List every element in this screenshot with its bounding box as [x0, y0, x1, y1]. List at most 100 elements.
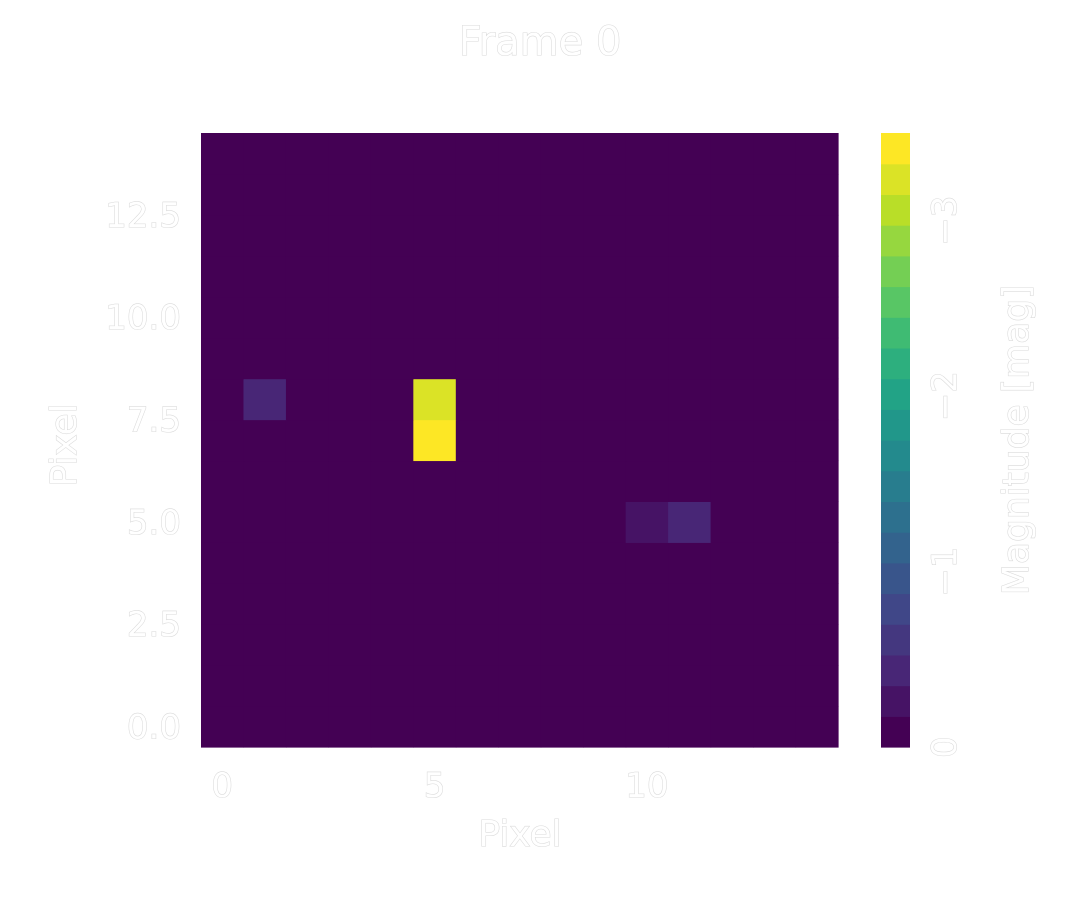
heatmap-cell — [413, 378, 457, 421]
heatmap-cell — [753, 706, 797, 748]
heatmap-cell — [498, 255, 542, 298]
heatmap-cell — [328, 133, 372, 175]
heatmap-cell — [413, 706, 457, 748]
heatmap-cell — [710, 133, 754, 175]
x-axis-ticks: 0 5 10 — [211, 765, 669, 806]
y-tick-label: 7.5 — [127, 401, 181, 441]
heatmap-cell — [668, 173, 712, 216]
heatmap-cell — [285, 214, 329, 257]
heatmap-cell — [285, 419, 329, 462]
heatmap-cell — [710, 173, 754, 216]
heatmap-cell — [455, 583, 499, 625]
heatmap-cell — [625, 501, 669, 543]
heatmap-cell — [668, 501, 712, 543]
heatmap-cell — [328, 583, 372, 625]
colorbar-segment — [881, 378, 910, 410]
colorbar-segment — [881, 317, 910, 349]
heatmap-cell — [710, 255, 754, 298]
heatmap-cell — [370, 583, 414, 625]
heatmap-cell — [413, 665, 457, 707]
heatmap-cell — [285, 583, 329, 625]
colorbar-segment — [881, 286, 910, 318]
colorbar-segment — [881, 624, 910, 656]
heatmap-cell — [625, 133, 669, 175]
heatmap-cell — [710, 501, 754, 543]
heatmap-cell — [498, 419, 542, 462]
colorbar-segment — [881, 255, 910, 288]
colorbar-tick-label: −2 — [925, 371, 965, 421]
heatmap-cell — [243, 665, 287, 707]
heatmap-cell — [540, 173, 584, 216]
heatmap-cell — [498, 337, 542, 380]
heatmap-cell — [540, 583, 584, 625]
heatmap-cell — [625, 255, 669, 298]
heatmap-cell — [710, 378, 754, 421]
heatmap-cell — [795, 255, 839, 298]
heatmap-cell — [583, 173, 627, 216]
colorbar-tick-label: −3 — [925, 196, 965, 246]
heatmap-cell — [285, 624, 329, 666]
heatmap-cell — [753, 542, 797, 584]
y-tick-label: 10.0 — [105, 298, 181, 338]
heatmap-cell — [540, 501, 584, 543]
heatmap-cell — [710, 460, 754, 502]
heatmap-cell — [455, 624, 499, 666]
heatmap-cell — [498, 296, 542, 339]
heatmap-cell — [668, 337, 712, 380]
heatmap-cell — [413, 133, 457, 175]
heatmap-cell — [540, 542, 584, 584]
heatmap-cell — [328, 296, 372, 339]
heatmap-cell — [243, 255, 287, 298]
heatmap-cell — [201, 460, 245, 502]
heatmap-cell — [201, 378, 245, 421]
heatmap-cell — [668, 133, 712, 175]
heatmap-cell — [413, 419, 457, 462]
heatmap-cell — [668, 460, 712, 502]
heatmap-cell — [540, 255, 584, 298]
heatmap-cell — [583, 665, 627, 707]
heatmap-cell — [668, 624, 712, 666]
heatmap-cell — [413, 583, 457, 625]
x-tick-label: 5 — [424, 766, 446, 806]
heatmap-cell — [370, 133, 414, 175]
heatmap-cell — [328, 665, 372, 707]
heatmap-cell — [370, 378, 414, 421]
heatmap-cell — [753, 460, 797, 502]
heatmap-cell — [668, 255, 712, 298]
heatmap-cell — [243, 214, 287, 257]
heatmap-cell — [668, 419, 712, 462]
colorbar-segment — [881, 225, 910, 257]
heatmap-cell — [625, 378, 669, 421]
heatmap-cell — [753, 296, 797, 339]
y-tick-label: 5.0 — [127, 503, 181, 543]
chart-title: Frame 0 — [459, 19, 622, 65]
heatmap-cell — [795, 133, 839, 175]
heatmap-cell — [795, 706, 839, 748]
heatmap-cell — [710, 665, 754, 707]
heatmap-cell — [583, 296, 627, 339]
heatmap-cell — [795, 337, 839, 380]
colorbar-segment — [881, 133, 910, 165]
heatmap-cell — [795, 583, 839, 625]
heatmap-cell — [285, 706, 329, 748]
heatmap-cell — [285, 501, 329, 543]
heatmap-plot-area — [201, 133, 839, 748]
heatmap-cell — [243, 542, 287, 584]
heatmap-cell — [583, 542, 627, 584]
heatmap-cell — [243, 706, 287, 748]
heatmap-cell — [328, 501, 372, 543]
heatmap-cell — [668, 296, 712, 339]
heatmap-cell — [201, 706, 245, 748]
heatmap-cell — [625, 624, 669, 666]
heatmap-cell — [285, 173, 329, 216]
heatmap-cell — [795, 624, 839, 666]
heatmap-cell — [498, 378, 542, 421]
x-tick-label: 10 — [625, 766, 668, 806]
heatmap-cell — [455, 706, 499, 748]
heatmap-cell — [668, 583, 712, 625]
heatmap-cell — [455, 542, 499, 584]
heatmap-cell — [625, 296, 669, 339]
heatmap-cell — [583, 419, 627, 462]
heatmap-cell — [753, 255, 797, 298]
